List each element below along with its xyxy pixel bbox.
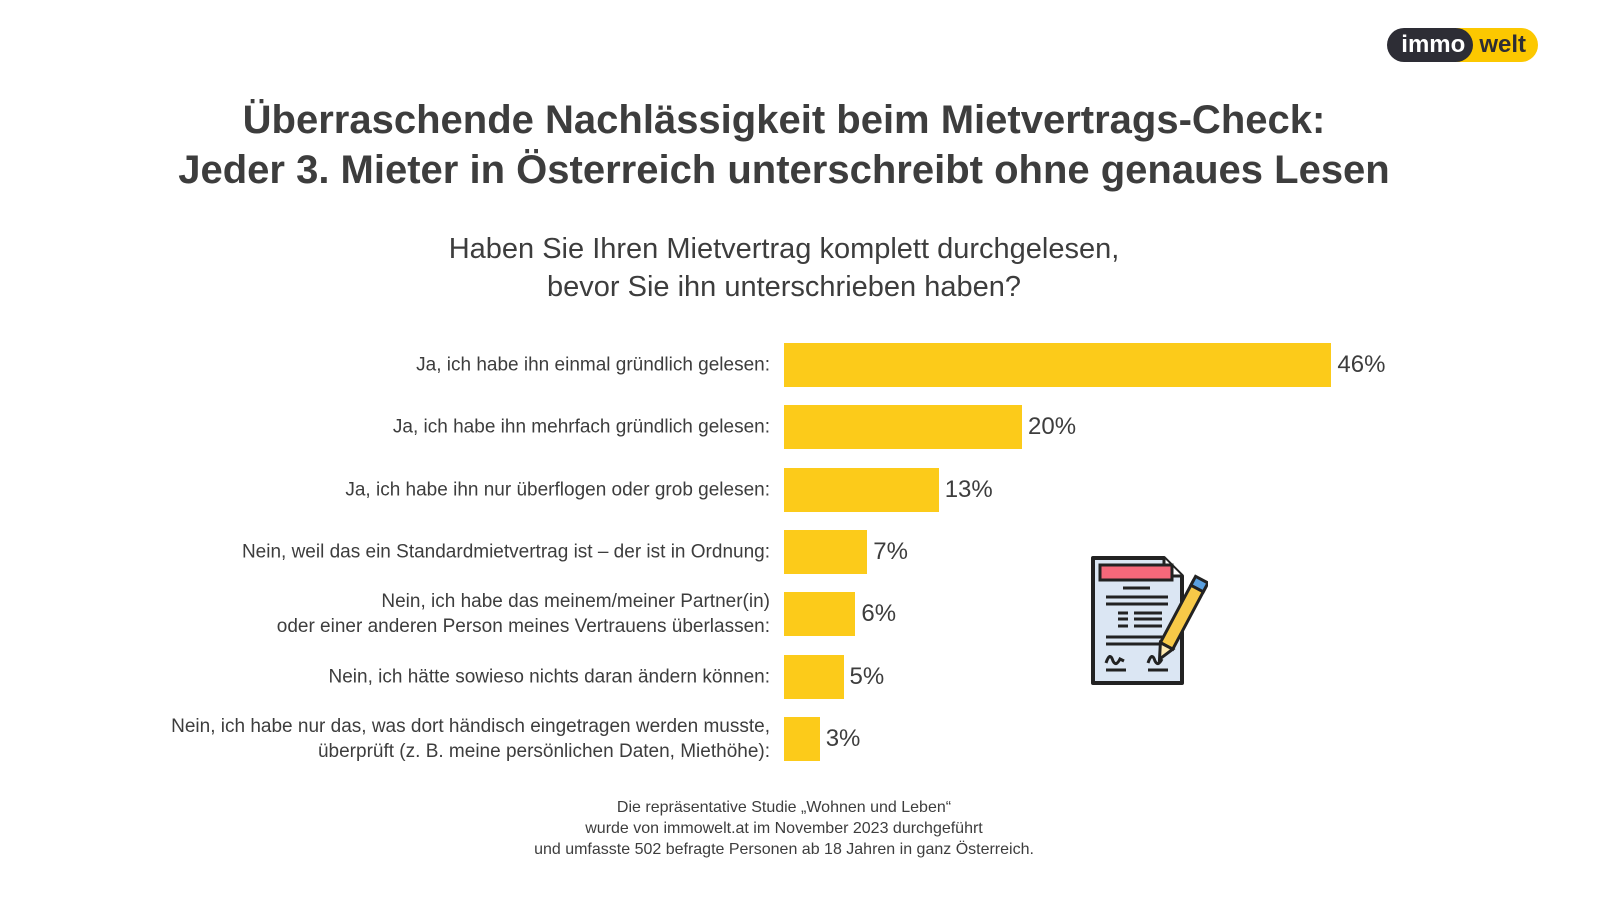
bar <box>784 716 820 761</box>
category-label-line: oder einer anderen Person meines Vertrau… <box>276 616 770 638</box>
category-label-line: überprüft (z. B. meine persönlichen Date… <box>317 740 770 762</box>
bar <box>784 592 856 637</box>
category-label-line: Nein, ich hätte sowieso nichts daran änd… <box>328 666 771 687</box>
footnote-line: Die repräsentative Studie „Wohnen und Le… <box>616 799 952 816</box>
immowelt-logo: immo welt <box>1387 28 1538 62</box>
category-label: Nein, ich hätte sowieso nichts daran änd… <box>40 664 771 689</box>
value-label: 7% <box>873 537 908 565</box>
value-label: 20% <box>1028 413 1077 441</box>
logo-part2: welt <box>1457 28 1538 62</box>
bar <box>784 343 1332 387</box>
category-label-line: Ja, ich habe ihn nur überflogen oder gro… <box>345 479 770 501</box>
chart-title: Haben Sie Ihren Mietvertrag komplett dur… <box>16 230 1552 306</box>
category-label-line: Ja, ich habe ihn mehrfach gründlich gele… <box>392 416 770 438</box>
bar <box>784 529 868 574</box>
contract-signing-icon <box>1091 556 1208 685</box>
category-label-line: Nein, ich habe das meinem/meiner Partner… <box>381 591 770 613</box>
footnote: Die repräsentative Studie „Wohnen und Le… <box>16 797 1552 860</box>
category-label: Nein, ich habe das meinem/meiner Partner… <box>40 589 770 639</box>
category-label-line: Nein, ich habe nur das, was dort händisc… <box>171 715 770 737</box>
category-label-line: Nein, weil das ein Standardmietvertrag i… <box>241 541 770 563</box>
category-label: Nein, weil das ein Standardmietvertrag i… <box>40 539 770 564</box>
logo-part1: immo <box>1387 28 1474 62</box>
category-label: Ja, ich habe ihn nur überflogen oder gro… <box>40 477 770 502</box>
value-label: 46% <box>1337 351 1386 378</box>
chart-title-line: Haben Sie Ihren Mietvertrag komplett dur… <box>448 233 1120 265</box>
value-label: 13% <box>944 475 993 503</box>
footnote-line: wurde von immowelt.at im November 2023 d… <box>585 820 983 837</box>
value-label: 6% <box>861 600 897 628</box>
category-label: Ja, ich habe ihn mehrfach gründlich gele… <box>40 415 770 440</box>
footnote-line: und umfasste 502 befragte Personen ab 18… <box>534 841 1034 858</box>
value-label: 3% <box>825 724 861 752</box>
page-title: Überraschende Nachlässigkeit beim Mietve… <box>16 95 1552 195</box>
value-label: 5% <box>849 662 885 690</box>
category-label-line: Ja, ich habe ihn einmal gründlich gelese… <box>416 354 770 376</box>
bar <box>784 467 939 512</box>
category-label: Nein, ich habe nur das, was dort händisc… <box>40 714 770 764</box>
category-label: Ja, ich habe ihn einmal gründlich gelese… <box>40 353 770 378</box>
bar <box>784 405 1022 450</box>
title-line: Überraschende Nachlässigkeit beim Mietve… <box>242 98 1326 142</box>
bar <box>784 654 844 699</box>
title-line: Jeder 3. Mieter in Österreich unterschre… <box>178 148 1390 192</box>
chart-title-line: bevor Sie ihn unterschrieben haben? <box>547 271 1021 303</box>
